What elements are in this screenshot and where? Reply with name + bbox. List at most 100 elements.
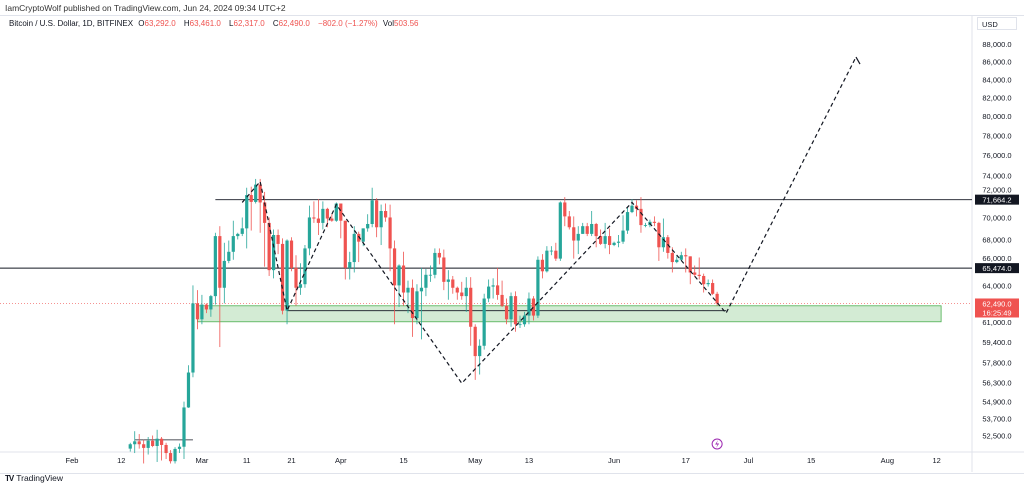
candle[interactable] (236, 232, 240, 240)
candle[interactable] (460, 281, 464, 300)
candle[interactable] (675, 256, 679, 264)
candle[interactable] (146, 436, 150, 455)
support-zone[interactable] (197, 305, 942, 323)
candle[interactable] (384, 203, 388, 222)
candle[interactable] (222, 242, 226, 304)
symbol-label[interactable]: Bitcoin / U.S. Dollar, 1D, BITFINEX (9, 19, 134, 28)
candle[interactable] (370, 187, 374, 228)
brand-name[interactable]: TradingView (16, 473, 64, 483)
candle[interactable] (231, 220, 235, 260)
candle[interactable] (151, 435, 155, 448)
candle[interactable] (137, 434, 141, 449)
candle[interactable] (254, 178, 258, 204)
candle[interactable] (585, 222, 589, 237)
candle[interactable] (182, 401, 186, 459)
candle[interactable] (276, 229, 280, 255)
candle[interactable] (433, 248, 437, 279)
candle[interactable] (177, 443, 182, 454)
candle[interactable] (531, 296, 536, 321)
candle[interactable] (437, 248, 441, 265)
candle[interactable] (563, 197, 567, 227)
candle[interactable] (379, 204, 383, 246)
candle[interactable] (312, 201, 316, 223)
candle[interactable] (661, 218, 665, 252)
candle[interactable] (258, 178, 262, 233)
candle[interactable] (455, 286, 459, 300)
candle[interactable] (285, 239, 289, 325)
candle[interactable] (679, 251, 683, 261)
candle[interactable] (339, 203, 343, 239)
candle[interactable] (612, 241, 616, 247)
candle[interactable] (491, 278, 495, 299)
candle[interactable] (446, 270, 450, 300)
candle[interactable] (643, 222, 648, 228)
candle[interactable] (191, 285, 195, 378)
candle[interactable] (245, 187, 249, 249)
candle[interactable] (392, 240, 397, 325)
candle[interactable] (227, 240, 231, 264)
candle[interactable] (657, 221, 661, 261)
candle[interactable] (401, 251, 406, 306)
candle[interactable] (186, 365, 191, 408)
candle[interactable] (419, 267, 424, 340)
candle[interactable] (581, 222, 585, 234)
candle[interactable] (549, 246, 553, 256)
candle[interactable] (316, 199, 320, 235)
candle[interactable] (504, 298, 509, 325)
candle[interactable] (155, 429, 159, 462)
candle[interactable] (567, 210, 571, 230)
candle[interactable] (536, 256, 540, 319)
candle[interactable] (594, 222, 598, 248)
candle[interactable] (558, 201, 562, 261)
candle[interactable] (307, 205, 312, 256)
candle[interactable] (142, 439, 146, 464)
candle[interactable] (670, 247, 674, 273)
candle[interactable] (706, 279, 710, 287)
candle[interactable] (639, 197, 643, 233)
candle[interactable] (478, 339, 482, 375)
candle[interactable] (630, 199, 634, 214)
candle[interactable] (652, 216, 656, 227)
candle[interactable] (554, 242, 558, 261)
candle[interactable] (204, 303, 208, 314)
candle[interactable] (697, 257, 701, 280)
candle[interactable] (375, 198, 379, 238)
candle[interactable] (603, 222, 607, 249)
candle[interactable] (406, 280, 410, 314)
candle[interactable] (133, 431, 137, 454)
candle[interactable] (473, 324, 477, 380)
candle[interactable] (267, 217, 271, 276)
candle[interactable] (213, 232, 217, 305)
candle[interactable] (200, 294, 204, 325)
candle[interactable] (294, 255, 298, 306)
candle[interactable] (482, 293, 486, 350)
candle[interactable] (572, 216, 576, 259)
candle[interactable] (128, 442, 132, 452)
candle[interactable] (240, 217, 244, 237)
candle[interactable] (321, 201, 325, 230)
candle[interactable] (451, 275, 455, 294)
candle[interactable] (625, 206, 630, 234)
candle[interactable] (464, 277, 468, 312)
candle[interactable] (289, 237, 294, 272)
candle[interactable] (540, 254, 544, 279)
candle[interactable] (621, 215, 625, 244)
candle[interactable] (616, 234, 621, 248)
candle[interactable] (487, 279, 491, 303)
candle[interactable] (303, 245, 307, 288)
candle[interactable] (160, 436, 164, 461)
candle[interactable] (218, 226, 222, 348)
candle[interactable] (410, 279, 415, 337)
candle[interactable] (424, 268, 428, 297)
candle[interactable] (496, 267, 500, 300)
candle[interactable] (688, 256, 692, 285)
lightning-icon[interactable] (711, 438, 723, 450)
candle[interactable] (272, 229, 276, 279)
candle[interactable] (527, 292, 531, 325)
candle[interactable] (280, 238, 285, 315)
candle[interactable] (518, 315, 522, 329)
candle[interactable] (397, 264, 401, 308)
candle[interactable] (509, 292, 513, 327)
candle[interactable] (348, 251, 352, 280)
candle[interactable] (330, 214, 334, 222)
